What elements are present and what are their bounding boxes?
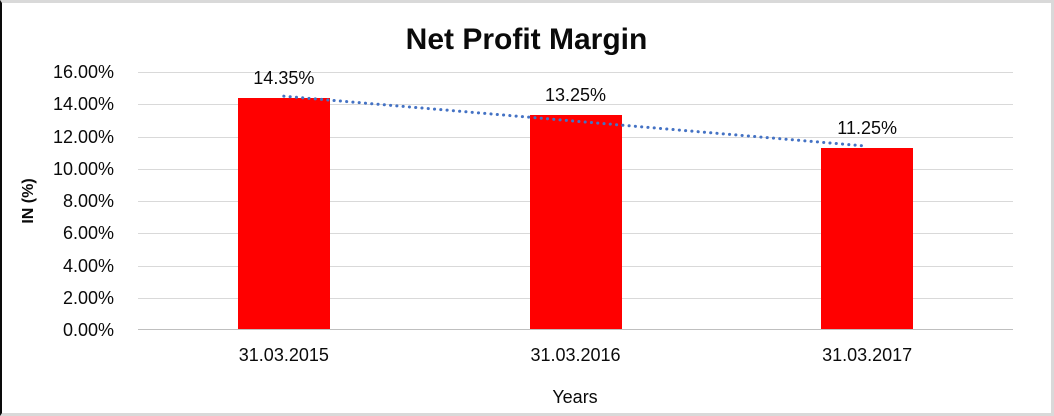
y-tick-label: 8.00% [62,191,114,211]
y-tick-label: 14.00% [52,94,114,115]
bar-value-label: 13.25% [544,85,607,106]
gridline [138,104,1013,106]
plot-area: 14.35% 13.25% 11.25% [138,68,1013,330]
y-tick-label: 4.00% [62,255,114,276]
bar-value-label: 14.35% [253,67,315,88]
chart-title: Net Profit Margin [405,23,648,56]
category-label: 31.03.2015 [238,345,329,365]
y-tick-label: 6.00% [62,223,114,244]
trendline [282,94,869,148]
y-tick-label: 16.00% [52,62,114,82]
bar-value-label: 11.25% [837,117,898,138]
y-tick-label: 0.00% [62,320,114,340]
bar [821,147,914,329]
bar [237,97,330,329]
x-axis-line [138,329,1013,330]
bar [529,115,622,329]
category-label: 31.03.2016 [530,345,621,365]
y-tick-label: 12.00% [52,126,114,147]
x-axis-title: Years [552,387,598,407]
category-label: 31.03.2017 [822,345,913,365]
y-tick-label: 2.00% [62,287,114,308]
gridline [138,72,1013,73]
y-tick-label: 10.00% [52,158,114,179]
y-axis-tick-labels: 0.00% 2.00% 4.00% 6.00% 8.00% 10.00% 12.00% 14.… [2,3,122,413]
